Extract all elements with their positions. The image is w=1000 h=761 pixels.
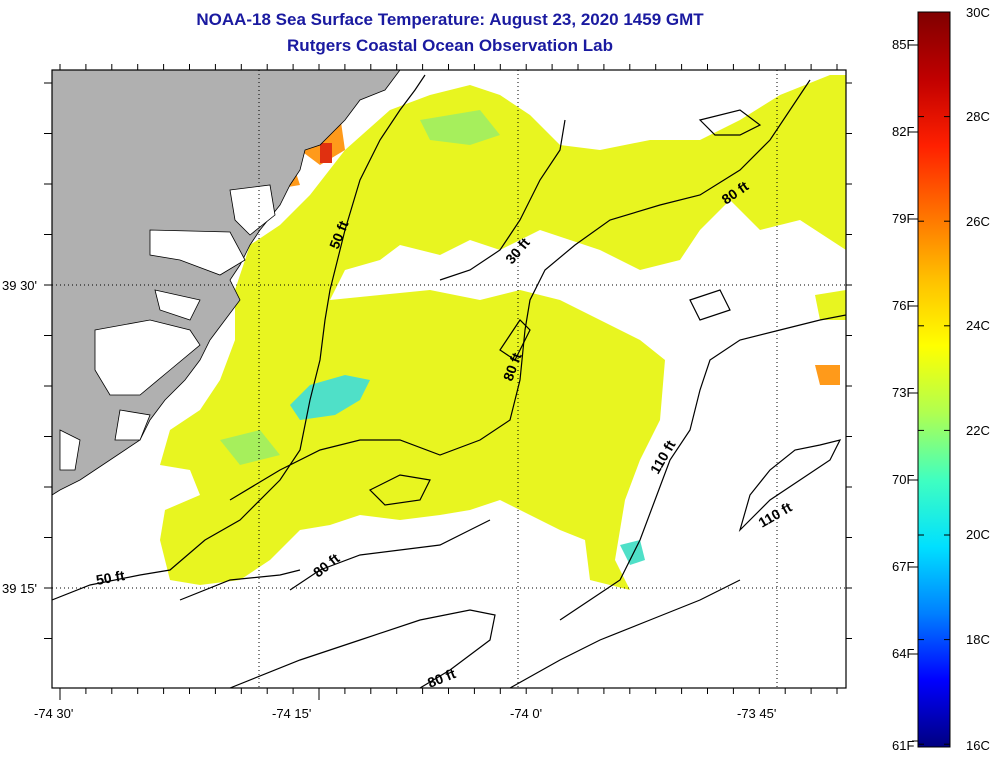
colorbar-c-label: 30C: [966, 5, 990, 20]
colorbar-ticks: [912, 11, 950, 745]
sst-warm-patch: [815, 365, 840, 385]
contour-shoal: [179, 569, 301, 601]
page-title: NOAA-18 Sea Surface Temperature: August …: [196, 10, 704, 29]
map-ticks: [44, 64, 852, 700]
colorbar-f-label: 79F: [892, 211, 914, 226]
lat-axis-labels: 39 30' 39 15': [2, 278, 37, 596]
contour-80ft-c: [229, 609, 496, 688]
contour-80ft-b: [289, 519, 491, 591]
map-grid: [52, 70, 846, 688]
bathymetry-contours: [52, 74, 846, 688]
contour-110ft-b: [738, 439, 842, 533]
contour-deep: [509, 579, 741, 688]
contour-ring: [499, 319, 531, 361]
sst-main-patch: [160, 75, 846, 590]
contour-110ft-a: [559, 314, 846, 621]
lat-tick-label: 39 30': [2, 278, 37, 293]
colorbar-c-label: 20C: [966, 527, 990, 542]
lon-tick-label: -74 0': [510, 706, 542, 721]
colorbar-c-label: 18C: [966, 632, 990, 647]
sst-hot-patch: [320, 143, 332, 163]
contour-label: 50 ft: [95, 567, 126, 588]
contour-ring: [698, 109, 762, 136]
colorbar-f-label: 82F: [892, 124, 914, 139]
lon-tick-label: -74 15': [272, 706, 311, 721]
contour-ring: [368, 474, 431, 506]
colorbar-c-label: 26C: [966, 214, 990, 229]
contour-30ft: [439, 119, 566, 281]
colorbar-c-label: 16C: [966, 738, 990, 753]
lat-tick-label: 39 15': [2, 581, 37, 596]
colorbar-scale: [917, 11, 951, 748]
sst-green-patch: [420, 110, 500, 145]
map-area: 50 ft 30 ft 80 ft 80 ft 110 ft 110 ft 50…: [52, 70, 846, 688]
colorbar-f-label: 85F: [892, 37, 914, 52]
colorbar-c-label: 28C: [966, 109, 990, 124]
sst-green-patch: [220, 430, 280, 465]
sst-cool-patch: [620, 540, 645, 565]
lon-tick-label: -73 45': [737, 706, 776, 721]
colorbar-f-label: 73F: [892, 385, 914, 400]
lon-axis-labels: -74 30' -74 15' -74 0' -73 45': [34, 706, 776, 721]
contour-50ft: [52, 74, 426, 601]
colorbar-f-label: 70F: [892, 472, 914, 487]
colorbar-celsius-labels: 30C 28C 26C 24C 22C 20C 18C 16C: [966, 5, 990, 753]
contour-80ft-a: [229, 79, 811, 501]
colorbar-c-label: 22C: [966, 423, 990, 438]
colorbar-f-label: 64F: [892, 646, 914, 661]
colorbar-f-label: 61F: [892, 738, 914, 753]
page-subtitle: Rutgers Coastal Ocean Observation Lab: [287, 36, 613, 55]
colorbar: 85F 82F 79F 76F 73F 70F 67F 64F 61F 30C …: [892, 5, 990, 753]
colorbar-fahrenheit-labels: 85F 82F 79F 76F 73F 70F 67F 64F 61F: [892, 37, 914, 753]
land-inlets: [59, 184, 276, 471]
lon-tick-label: -74 30': [34, 706, 73, 721]
colorbar-f-label: 76F: [892, 298, 914, 313]
contour-ring: [689, 289, 731, 321]
sst-cool-patch: [290, 375, 370, 420]
colorbar-f-label: 67F: [892, 559, 914, 574]
colorbar-c-label: 24C: [966, 318, 990, 333]
sst-east-patch: [815, 290, 846, 320]
